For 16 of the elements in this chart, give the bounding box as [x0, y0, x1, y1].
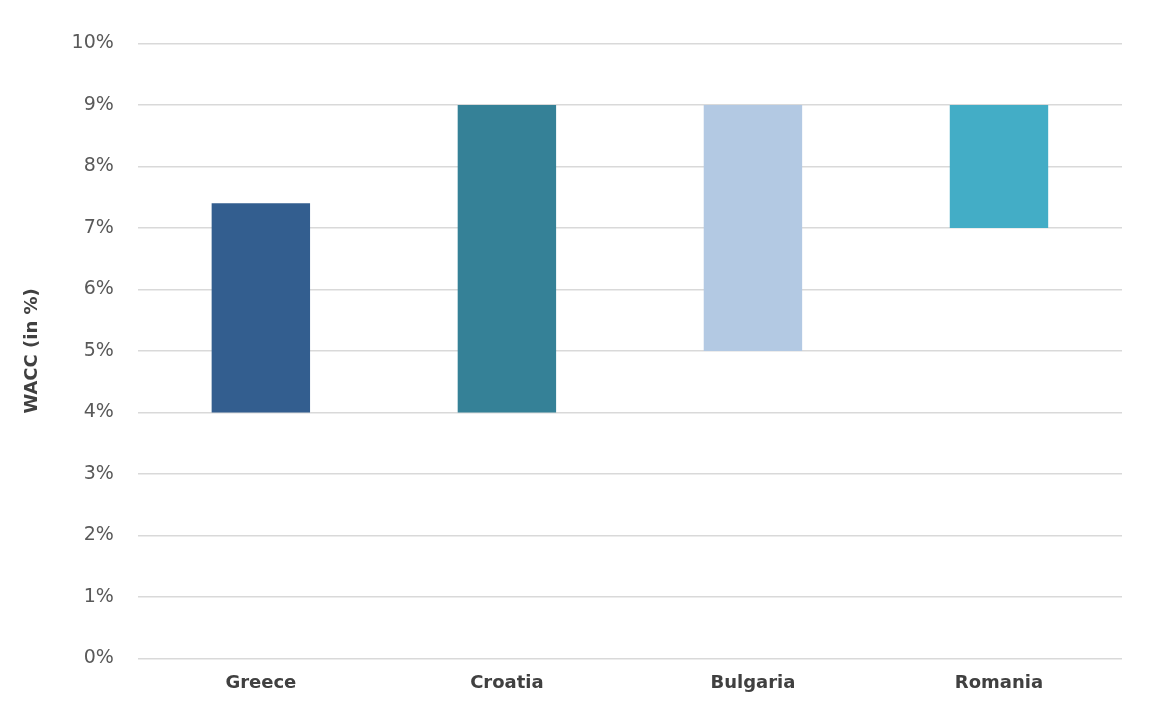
y-tick-label: 2%: [83, 522, 114, 545]
x-tick-label: Croatia: [470, 670, 544, 692]
x-tick-label: Greece: [225, 670, 297, 692]
y-tick-label: 1%: [83, 583, 114, 606]
y-tick-label: 10%: [71, 30, 114, 53]
x-tick-label: Romania: [954, 670, 1044, 692]
y-tick-label: 4%: [83, 399, 114, 422]
y-tick-label: 8%: [83, 153, 114, 176]
y-tick-label: 0%: [83, 645, 114, 668]
y-tick-label: 7%: [83, 214, 114, 237]
y-tick-label: 3%: [83, 460, 114, 483]
y-tick-label: 6%: [83, 276, 114, 299]
y-tick-label: 5%: [83, 337, 114, 360]
y-axis-title: WACC (in %): [20, 288, 42, 414]
y-tick-label: 9%: [83, 91, 114, 114]
x-tick-label: Bulgaria: [710, 670, 796, 692]
